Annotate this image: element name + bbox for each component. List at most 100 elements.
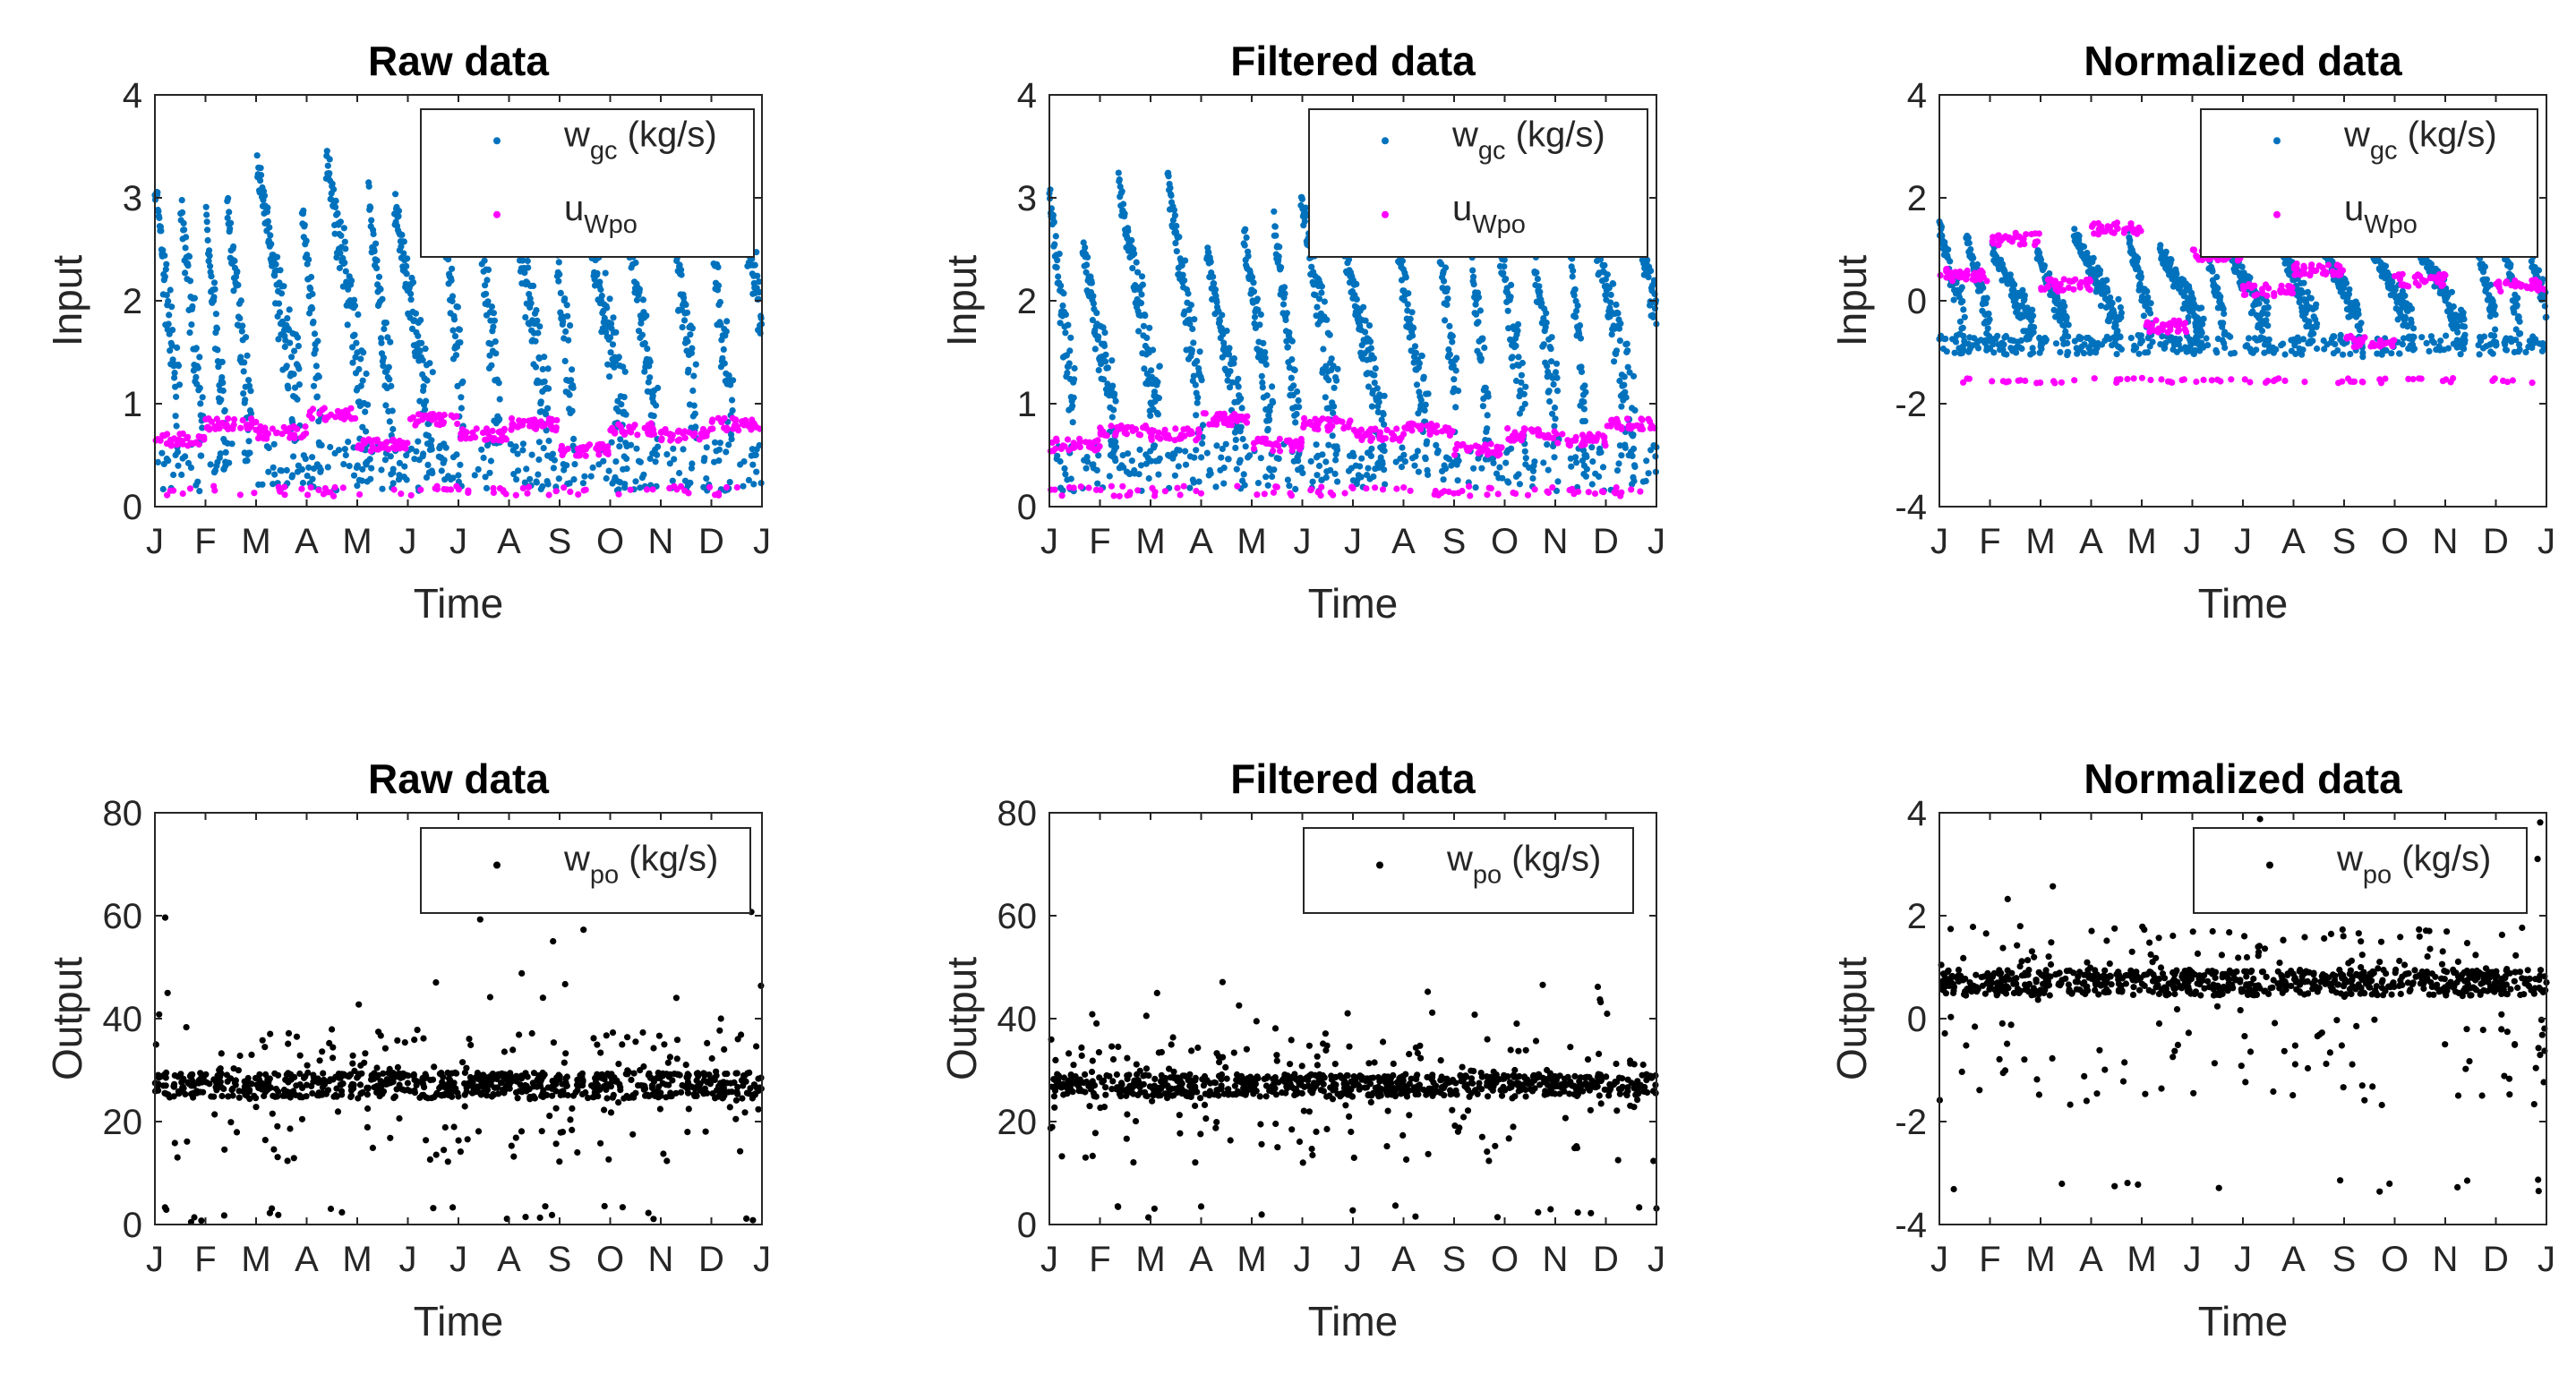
data-point xyxy=(2213,273,2221,281)
data-point xyxy=(245,377,252,384)
data-point xyxy=(1270,448,1277,455)
data-point xyxy=(1478,448,1485,455)
data-point xyxy=(650,426,657,433)
data-point xyxy=(403,452,410,459)
data-point xyxy=(323,148,330,155)
data-point xyxy=(703,444,710,451)
data-point xyxy=(1180,482,1187,490)
data-point xyxy=(331,483,338,491)
data-point xyxy=(1350,453,1357,460)
data-point xyxy=(1524,491,1532,499)
data-point xyxy=(521,269,528,277)
data-point xyxy=(1959,324,1966,331)
data-point xyxy=(1142,312,1149,320)
data-point xyxy=(398,243,405,251)
data-point xyxy=(1331,384,1338,391)
data-point xyxy=(607,427,614,434)
data-point xyxy=(248,415,255,422)
series-wgc xyxy=(151,137,766,495)
data-point xyxy=(1298,195,1305,202)
x-tick-label: F xyxy=(1089,522,1110,561)
data-point xyxy=(543,427,550,434)
data-point xyxy=(170,487,177,494)
data-point xyxy=(286,306,293,313)
data-point xyxy=(423,474,431,482)
data-point xyxy=(2117,333,2124,340)
data-point xyxy=(409,278,417,286)
data-point xyxy=(438,467,445,474)
data-point xyxy=(1371,380,1378,387)
data-point xyxy=(1381,448,1388,455)
data-point xyxy=(519,440,527,448)
data-point xyxy=(403,262,410,269)
data-point xyxy=(1531,458,1538,465)
data-point xyxy=(1322,474,1330,482)
data-point xyxy=(508,414,516,422)
data-point xyxy=(1990,349,1998,356)
data-point xyxy=(227,225,234,232)
data-point xyxy=(357,382,364,389)
data-point xyxy=(1522,455,1529,462)
data-point xyxy=(1176,435,1183,442)
data-point xyxy=(1173,222,1180,230)
data-point xyxy=(245,438,252,445)
data-point xyxy=(2204,342,2212,349)
data-point xyxy=(1637,488,1644,495)
data-point xyxy=(347,405,355,412)
data-point xyxy=(1597,448,1605,456)
data-point xyxy=(1604,422,1611,430)
data-point xyxy=(459,378,466,385)
data-point xyxy=(690,402,697,409)
data-point xyxy=(1186,484,1194,491)
data-point xyxy=(1297,443,1305,450)
data-point xyxy=(1588,437,1596,444)
data-point xyxy=(561,466,568,474)
data-point xyxy=(2147,310,2154,317)
data-point xyxy=(585,442,592,449)
data-point xyxy=(684,337,691,346)
data-point xyxy=(206,426,213,433)
data-point xyxy=(1211,286,1220,294)
data-point xyxy=(1531,486,1538,493)
data-point xyxy=(453,451,460,458)
data-point xyxy=(1573,459,1580,466)
data-point xyxy=(1942,335,1949,343)
legend-marker xyxy=(1382,137,1389,145)
data-point xyxy=(2065,333,2072,340)
data-point xyxy=(191,294,198,302)
data-point xyxy=(473,425,480,432)
data-point xyxy=(215,420,222,427)
data-point xyxy=(449,293,457,300)
data-point xyxy=(1319,415,1326,422)
data-point xyxy=(733,483,740,491)
data-point xyxy=(1642,477,1649,485)
data-point xyxy=(1496,464,1503,471)
data-point xyxy=(367,438,374,445)
data-point xyxy=(487,457,495,465)
data-point xyxy=(222,422,229,430)
data-point xyxy=(2227,333,2234,340)
data-point xyxy=(2144,349,2152,356)
data-point xyxy=(211,286,218,293)
data-point xyxy=(632,478,639,485)
data-point xyxy=(618,401,625,408)
data-point xyxy=(621,484,629,491)
data-point xyxy=(428,437,435,444)
data-point xyxy=(245,382,253,389)
data-point xyxy=(552,424,560,431)
data-point xyxy=(401,463,408,470)
data-point xyxy=(1455,388,1462,395)
data-point xyxy=(202,203,210,210)
data-point xyxy=(173,422,180,430)
data-point xyxy=(1564,437,1571,444)
data-point xyxy=(355,442,363,449)
data-point xyxy=(1095,333,1102,340)
data-point xyxy=(1986,316,1993,323)
data-point xyxy=(301,221,308,228)
data-point xyxy=(1446,322,1453,329)
data-point xyxy=(186,485,194,492)
data-point xyxy=(1307,487,1314,494)
data-point xyxy=(1067,475,1074,482)
data-point xyxy=(174,439,181,446)
